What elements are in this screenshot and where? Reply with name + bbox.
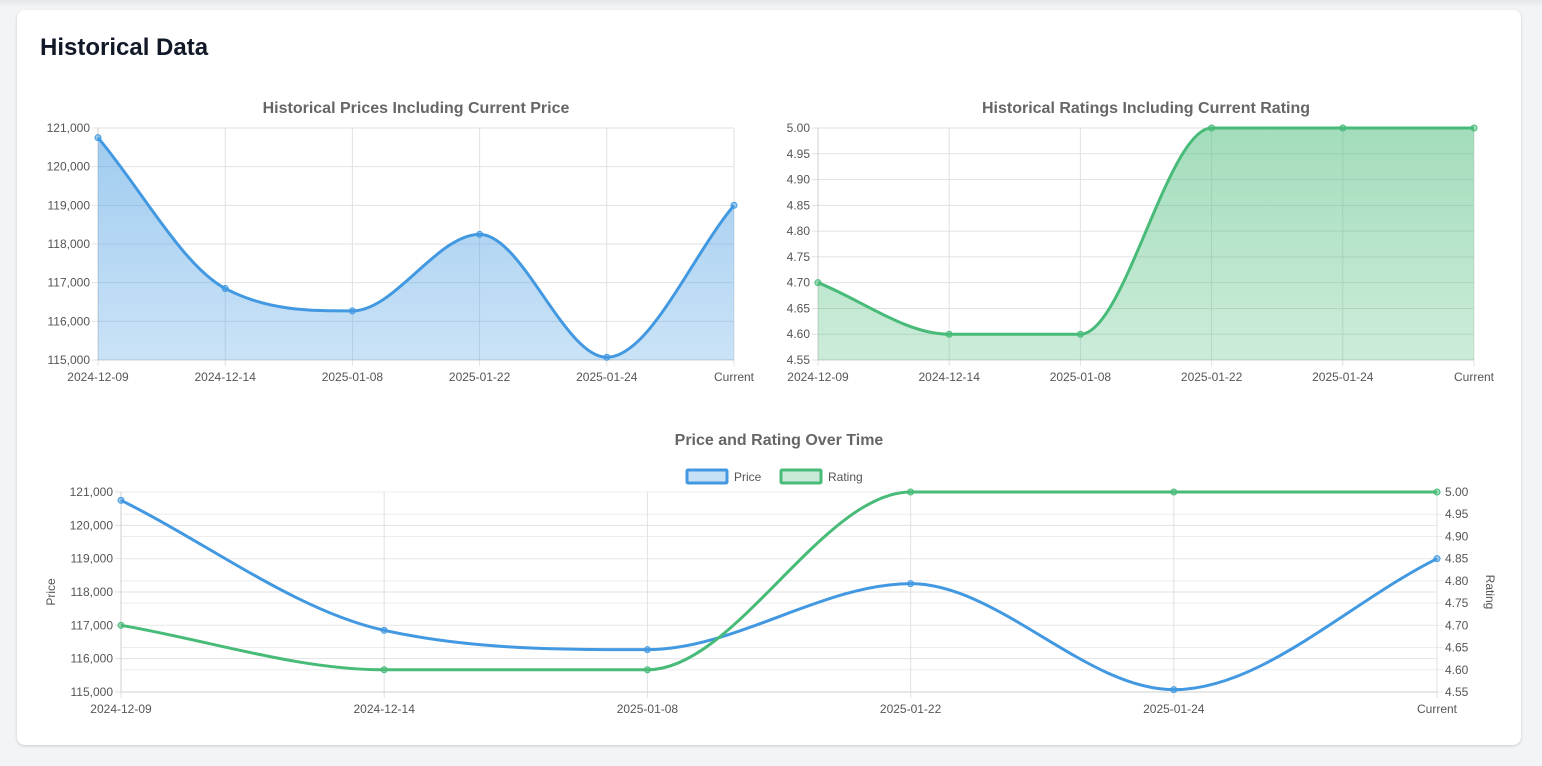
chart-title: Historical Prices Including Current Pric… (263, 100, 570, 117)
x-tick-label: Current (714, 370, 755, 384)
y2-axis-title: Rating (1483, 575, 1497, 610)
y-axis-title: Price (44, 578, 58, 606)
y-tick-label: 4.95 (787, 147, 811, 161)
y-tick-label: 116,000 (48, 314, 91, 328)
y-tick-label: 117,000 (48, 276, 91, 290)
series-area-fill (818, 128, 1474, 360)
data-point (221, 284, 229, 292)
chart-2: Price and Rating Over Time 115,000 116,000… (44, 432, 1497, 716)
y-tick-label: 115,000 (48, 353, 91, 367)
legend-swatch (779, 468, 823, 485)
y-tick-label: 121,000 (47, 121, 91, 135)
data-point (1433, 488, 1441, 496)
y-tick-label: 4.65 (787, 301, 811, 315)
y2-tick-label: 4.90 (1445, 529, 1469, 543)
data-point (945, 330, 953, 338)
y-tick-label: 4.90 (787, 173, 811, 187)
legend-label: Rating (828, 470, 863, 484)
x-tick-label: 2024-12-14 (919, 370, 981, 384)
chart-1: Historical Ratings Including Current Rat… (787, 100, 1495, 384)
y2-tick-label: 4.85 (1445, 552, 1469, 566)
data-point (814, 279, 822, 287)
page-top-bar (0, 0, 1542, 8)
data-point (476, 230, 484, 238)
chart-title: Price and Rating Over Time (675, 432, 884, 449)
data-point (117, 496, 125, 504)
y-tick-label: 121,000 (70, 485, 114, 499)
data-point (1076, 330, 1084, 338)
y2-tick-label: 5.00 (1445, 485, 1469, 499)
y-tick-label: 115,000 (71, 685, 114, 699)
x-tick-label: 2025-01-08 (322, 370, 384, 384)
x-tick-label: 2025-01-22 (880, 702, 942, 716)
y-tick-label: 118,000 (71, 585, 114, 599)
y2-tick-label: 4.75 (1445, 596, 1469, 610)
y-tick-label: 120,000 (70, 518, 114, 532)
y2-tick-label: 4.80 (1445, 574, 1469, 588)
data-point (94, 134, 102, 142)
x-tick-label: 2025-01-24 (1143, 702, 1205, 716)
data-point (1208, 124, 1216, 132)
y-tick-label: 4.55 (787, 353, 811, 367)
y2-tick-label: 4.65 (1445, 641, 1469, 655)
data-point (380, 626, 388, 634)
data-point (348, 307, 356, 315)
x-tick-label: 2025-01-24 (576, 370, 638, 384)
series-line (120, 490, 1437, 672)
data-point (603, 353, 611, 361)
data-point (380, 666, 388, 674)
x-tick-label: 2025-01-24 (1312, 370, 1374, 384)
y-tick-label: 119,000 (48, 198, 91, 212)
y-tick-label: 116,000 (71, 652, 114, 666)
y-tick-label: 5.00 (787, 121, 811, 135)
y-tick-label: 4.60 (787, 327, 811, 341)
y2-tick-label: 4.95 (1445, 507, 1469, 521)
series-line (96, 136, 736, 359)
data-point (730, 201, 738, 209)
chart-0: Historical Prices Including Current Pric… (47, 100, 755, 384)
chart-title: Historical Ratings Including Current Rat… (982, 100, 1310, 117)
data-point (907, 488, 915, 496)
x-tick-label: 2024-12-09 (787, 370, 849, 384)
y-tick-label: 4.80 (787, 224, 811, 238)
x-tick-label: 2025-01-08 (617, 702, 679, 716)
data-point (1433, 555, 1441, 563)
y2-tick-label: 4.70 (1445, 618, 1469, 632)
x-tick-label: 2025-01-08 (1050, 370, 1112, 384)
x-tick-label: Current (1454, 370, 1495, 384)
page-title: Historical Data (40, 34, 209, 61)
y-tick-label: 4.75 (787, 250, 811, 264)
legend-label: Price (734, 470, 762, 484)
y-tick-label: 120,000 (47, 160, 91, 174)
data-point (1339, 124, 1347, 132)
x-tick-label: 2024-12-09 (67, 370, 129, 384)
x-tick-label: 2025-01-22 (1181, 370, 1243, 384)
data-point (1170, 488, 1178, 496)
data-point (643, 646, 651, 654)
y-tick-label: 118,000 (48, 237, 91, 251)
series-area-fill (98, 137, 734, 360)
data-point (117, 621, 125, 629)
y-tick-label: 4.70 (787, 276, 811, 290)
series-line (120, 498, 1438, 692)
x-tick-label: 2025-01-22 (449, 370, 511, 384)
y-tick-label: 117,000 (71, 618, 114, 632)
y-tick-label: 4.85 (787, 198, 811, 212)
y2-tick-label: 4.60 (1445, 663, 1469, 677)
legend-swatch (685, 468, 729, 485)
y-tick-label: 119,000 (71, 552, 114, 566)
data-point (907, 580, 915, 588)
x-tick-label: 2024-12-14 (195, 370, 257, 384)
x-tick-label: Current (1417, 702, 1458, 716)
data-point (1170, 686, 1178, 694)
x-tick-label: 2024-12-14 (354, 702, 416, 716)
y2-tick-label: 4.55 (1445, 685, 1469, 699)
data-point (1470, 124, 1478, 132)
x-tick-label: 2024-12-09 (90, 702, 152, 716)
data-point (643, 666, 651, 674)
